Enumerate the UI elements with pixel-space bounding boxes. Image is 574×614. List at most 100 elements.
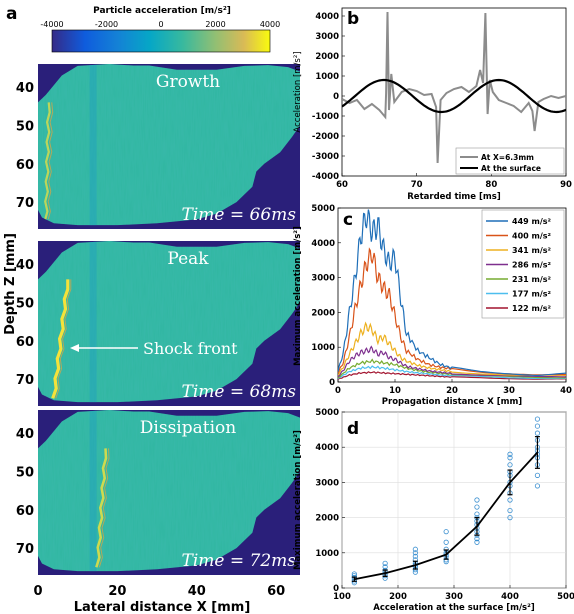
scatter-point	[534, 416, 541, 422]
y-tick-label: 5000	[311, 204, 335, 214]
panel-c-ylabel: Maximum acceleration [m/s²]	[293, 226, 303, 366]
panel-d-xlabel: Acceleration at the surface [m/s²]	[373, 603, 535, 613]
wave-front-secondary	[55, 279, 72, 399]
y-tick-label: 4000	[315, 12, 339, 22]
panel-c-series	[338, 209, 566, 380]
scatter-point	[412, 546, 418, 552]
scatter-point	[412, 550, 418, 556]
legend-label: At the surface	[481, 164, 541, 173]
y-tick-label: -4000	[312, 172, 339, 182]
series-line	[338, 321, 566, 376]
y-tick-label: 1000	[315, 72, 339, 82]
scatter-point	[382, 560, 388, 566]
colorbar-tick-label: 4000	[260, 20, 280, 29]
y-tick-label: 40	[16, 427, 34, 442]
colorbar-tick-label: -4000	[40, 20, 63, 29]
y-tick-label: 1000	[315, 549, 339, 559]
scatter-point	[382, 564, 388, 570]
panel-b-series	[342, 11, 566, 164]
y-tick-label: 60	[16, 158, 34, 173]
arrow-head	[70, 344, 79, 352]
frame-time-label: Time = 72ms	[182, 551, 297, 571]
series-line-surface	[342, 78, 566, 114]
x-tick-label: 90	[560, 180, 572, 190]
scatter-point	[412, 569, 418, 575]
series-line	[338, 247, 566, 376]
y-tick-label: 0	[333, 584, 339, 594]
y-tick-label: 3000	[315, 478, 339, 488]
y-tick-label: -2000	[312, 132, 339, 142]
image-frame-3: Dissipation Time = 72ms 40 50 60 70	[16, 410, 300, 575]
frame-title: Growth	[156, 72, 220, 92]
legend-label: 400 m/s²	[512, 232, 552, 241]
scatter-point	[507, 462, 513, 468]
series-line	[338, 345, 566, 378]
legend-label: 286 m/s²	[512, 261, 552, 270]
image-frame-1: Growth Time = 66ms 40 50 60 70	[16, 64, 300, 229]
scatter-point	[534, 423, 541, 429]
series-line	[338, 365, 566, 380]
y-tick-label: 50	[16, 296, 34, 311]
scatter-point	[412, 553, 418, 559]
scatter-point	[534, 430, 541, 436]
y-tick-label: 40	[16, 258, 34, 273]
colorbar	[51, 29, 271, 53]
x-tick-label: 40	[188, 584, 206, 599]
wave-front-secondary	[98, 448, 110, 568]
panel-a-ylabel: Depth Z [mm]	[3, 233, 18, 335]
y-tick-label: 1000	[311, 343, 335, 353]
series-line	[338, 209, 566, 377]
x-tick-label: 80	[485, 180, 497, 190]
x-tick-label: 60	[267, 584, 285, 599]
scatter-point	[474, 497, 480, 503]
legend-label: 122 m/s²	[512, 304, 552, 313]
panel-d-series	[351, 416, 541, 586]
y-tick-label: 0	[333, 92, 339, 102]
colorbar-tick-label: 2000	[205, 20, 225, 29]
panel-a-xlabel: Lateral distance X [mm]	[74, 600, 251, 614]
panel-c-ticks: 0 10 20 30 40 0 1000 2000 3000 4000 5000	[311, 204, 572, 396]
scatter-point	[507, 514, 513, 521]
scatter-point	[351, 571, 357, 577]
field-band	[89, 64, 97, 226]
y-tick-label: 3000	[315, 32, 339, 42]
colorbar-tick-label: -2000	[95, 20, 118, 29]
x-tick-label: 400	[501, 592, 519, 602]
y-tick-label: -1000	[312, 112, 339, 122]
series-line-x63	[342, 11, 566, 164]
scatter-point	[507, 507, 513, 514]
y-tick-label: 2000	[315, 52, 339, 62]
colorbar-ticks: -4000 -2000 0 2000 4000	[40, 20, 280, 29]
x-tick-label: 500	[557, 592, 574, 602]
legend-label: 341 m/s²	[512, 246, 552, 255]
wave-front	[51, 279, 70, 399]
colorbar-label: Particle acceleration [m/s²]	[93, 6, 231, 16]
panel-letter-d: d	[347, 419, 359, 439]
y-tick-label: 70	[16, 196, 34, 211]
scatter-point	[507, 455, 513, 461]
y-tick-label: 60	[16, 335, 34, 350]
panel-a-x-ticks: 0 20 40 60	[33, 584, 285, 599]
scatter-point	[443, 539, 449, 545]
y-tick-label: 50	[16, 119, 34, 134]
legend-label: 231 m/s²	[512, 275, 552, 284]
x-tick-label: 300	[445, 592, 463, 602]
wave-front	[95, 448, 108, 568]
field-band	[89, 241, 97, 403]
scatter-point	[443, 529, 449, 535]
panel-b-ylabel: Acceleration [m/s²]	[293, 51, 303, 132]
annotation-label: Shock front	[143, 339, 238, 358]
x-tick-label: 0	[33, 584, 42, 599]
x-tick-label: 30	[503, 386, 515, 396]
y-tick-label: 4000	[315, 443, 339, 453]
frame-time-label: Time = 66ms	[182, 205, 297, 225]
x-tick-label: 0	[335, 386, 341, 396]
scatter-point	[474, 536, 480, 542]
panel-b-xlabel: Retarded time [ms]	[407, 192, 501, 202]
y-tick-label: 4000	[311, 239, 335, 249]
scatter-point	[474, 539, 480, 545]
x-tick-label: 20	[446, 386, 458, 396]
y-tick-label: 40	[16, 81, 34, 96]
y-tick-label: 2000	[315, 514, 339, 524]
